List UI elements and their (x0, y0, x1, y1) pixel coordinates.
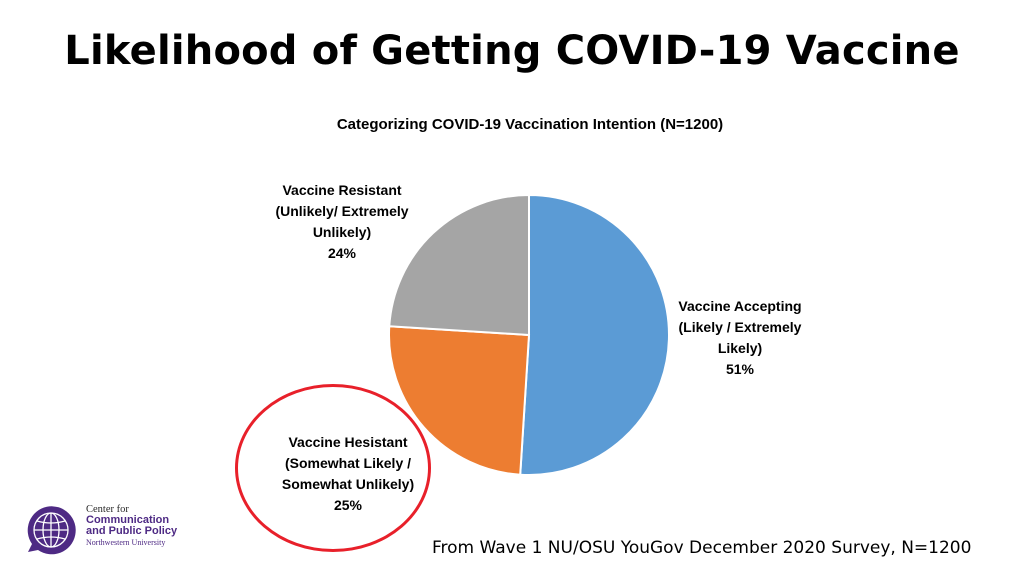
label-line: (Likely / Extremely (678, 319, 802, 335)
label-line: Vaccine Resistant (282, 182, 402, 198)
logo-line: Center for (86, 504, 129, 515)
label-line: (Unlikely/ Extremely (275, 203, 409, 219)
label-percent: 51% (725, 361, 755, 377)
data-label-vaccine-accepting: Vaccine Accepting (Likely / Extremely Li… (664, 296, 816, 380)
logo-line: Communication (86, 514, 170, 526)
logo-text: Center for Communication and Public Poli… (86, 504, 177, 548)
pie-slice-vaccine-hesistant (388, 325, 531, 476)
label-line: Unlikely) (312, 224, 372, 240)
page-title: Likelihood of Getting COVID-19 Vaccine (64, 28, 960, 74)
data-label-vaccine-resistant: Vaccine Resistant (Unlikely/ Extremely U… (260, 180, 424, 264)
label-percent: 24% (327, 245, 357, 261)
logo-line: Northwestern University (86, 538, 166, 547)
chart-title: Categorizing COVID-19 Vaccination Intent… (336, 116, 724, 133)
logo-line: and Public Policy (86, 525, 178, 537)
highlight-circle (235, 384, 431, 552)
logo: Center for Communication and Public Poli… (22, 502, 192, 558)
pie-slice-vaccine-accepting (519, 193, 670, 476)
pie-slice-vaccine-resistant (388, 193, 530, 337)
globe-speech-icon (27, 506, 76, 555)
label-line: Likely) (717, 340, 763, 356)
source-footnote: From Wave 1 NU/OSU YouGov December 2020 … (432, 538, 972, 558)
label-line: Vaccine Accepting (678, 298, 802, 314)
